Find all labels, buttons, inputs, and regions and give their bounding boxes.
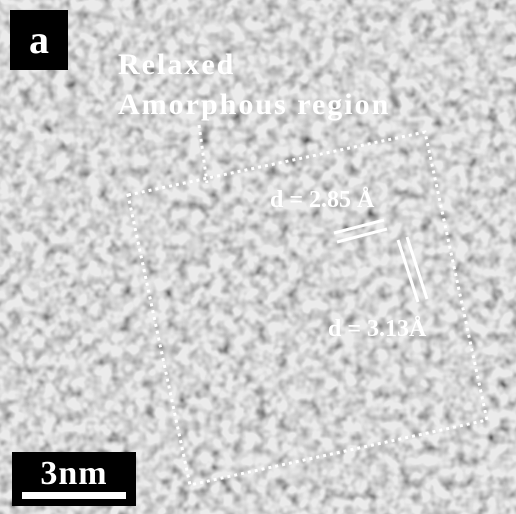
scale-bar-label: 3nm [40,455,107,492]
hrtem-texture [0,0,516,514]
micrograph-figure: a Relaxed Amorphous region d = 2.85 Å d … [0,0,516,514]
region-label: Relaxed [118,48,235,81]
spacing-label: d = 2.85 Å [270,187,375,213]
scale-bar [22,492,126,499]
spacing-label: d = 3.13Å [328,316,427,342]
panel-label: a [29,17,49,62]
region-label: Amorphous region [118,88,390,121]
